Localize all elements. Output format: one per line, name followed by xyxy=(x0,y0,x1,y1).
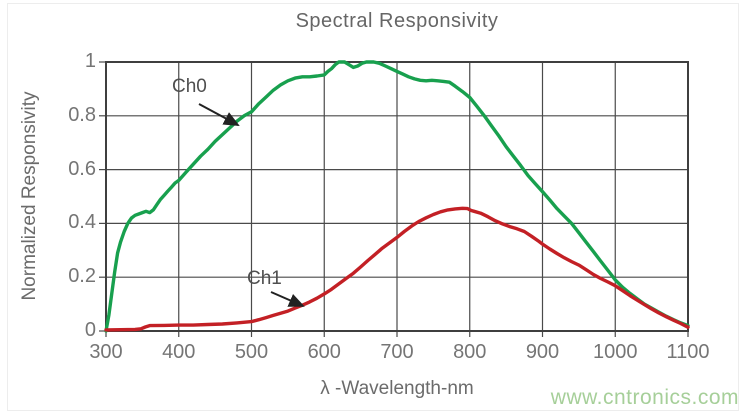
image-frame-border xyxy=(7,3,739,411)
x-tick-label: 800 xyxy=(453,341,487,363)
x-tick-label: 300 xyxy=(89,341,123,363)
x-tick-label: 1000 xyxy=(593,341,638,363)
y-tick-label: 0 xyxy=(84,319,96,342)
x-tick-label: 900 xyxy=(525,341,560,363)
y-tick-label: 0.6 xyxy=(68,157,96,180)
y-tick-label: 0.2 xyxy=(68,265,96,288)
annotation-ch0-label: Ch0 xyxy=(172,76,207,97)
x-axis-title: λ -Wavelength-nm xyxy=(320,378,474,399)
x-tick-label: 500 xyxy=(234,341,269,363)
watermark-text: www.cntronics.com xyxy=(550,386,739,409)
y-tick-label: 0.4 xyxy=(68,211,96,234)
x-tick-label: 400 xyxy=(162,341,196,363)
annotation-ch1-label: Ch1 xyxy=(247,268,282,289)
chart-title: Spectral Responsivity xyxy=(295,10,499,32)
x-tick-label: 600 xyxy=(307,341,341,363)
x-tick-label: 700 xyxy=(380,341,414,363)
y-tick-label: 0.8 xyxy=(68,103,96,126)
y-tick-label: 1 xyxy=(84,50,96,73)
x-tick-label: 1100 xyxy=(666,341,710,363)
